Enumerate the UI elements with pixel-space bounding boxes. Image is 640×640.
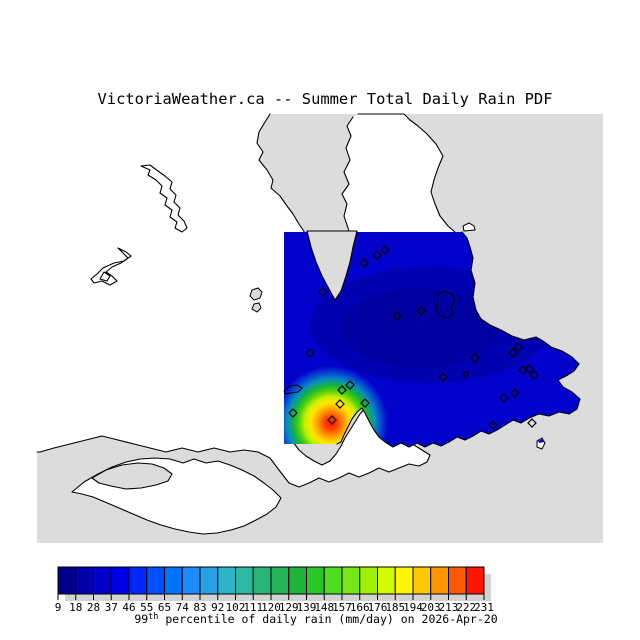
inland-lakes [90,164,263,313]
colorbar-tick-label: 213 [439,601,459,614]
station-diamond [305,348,315,358]
colorbar-segment [394,566,414,595]
colorbar-tick-label: 55 [140,601,153,614]
colorbar-segment [235,566,254,595]
figure-title: VictoriaWeather.ca -- Summer Total Daily… [98,90,553,108]
station-diamond [345,380,355,390]
saanich-peninsula-coastline [341,113,461,241]
station-diamond [318,287,328,297]
station-diamond [513,342,523,352]
station-diamond [529,370,539,380]
colorbar-tick-label: 65 [158,601,171,614]
vancouver-island-landmass [37,114,430,487]
station-diamond [360,398,370,408]
islet-southeast-data-cap [538,439,544,443]
station-diamond [416,306,426,316]
colorbar-tick-label: 194 [403,601,423,614]
station-diamond [335,399,345,409]
station-diamond [392,311,402,321]
colorbar-segment [270,566,290,595]
colorbar-segment [252,566,272,595]
colorbar-segment [128,566,148,595]
colorbar-segment [377,566,396,595]
colorbar-tick-label: 129 [279,601,299,614]
colorbar-tick-label: 157 [332,601,352,614]
lakes-on-data-field [283,290,456,395]
station-diamond [499,393,509,403]
colorbar-tick-label: 111 [243,601,263,614]
colorbar-tick-label: 166 [350,601,370,614]
station-pond-marker [463,371,469,377]
saanich-peninsula-landmass [342,114,460,242]
colorbar-segment [341,566,361,595]
colorbar-tick-label: 83 [193,601,206,614]
colorbar-segment [181,566,201,595]
colorbar-tick-label: 102 [226,601,246,614]
data-field-shade-inner [342,288,498,368]
station-diamond [337,385,347,395]
station-diamond [288,408,298,418]
colorbar-caption: 99th percentile of daily rain (mm/day) o… [134,612,497,626]
station-diamond [510,388,520,398]
colorbar-segment [57,566,77,595]
colorbar-segment [465,566,485,595]
station-diamond [372,250,382,260]
station-diamond [524,364,534,374]
data-field-coastline [336,231,581,448]
colorbar-segment [323,566,343,595]
station-diamond [488,420,498,430]
colorbar-tick-label: 9 [55,601,62,614]
colorbar-segment [146,566,165,595]
colorbar-tick-label: 203 [421,601,441,614]
sooke-south-coastline [36,380,431,488]
colorbar-segment [288,566,307,595]
colorbar-segment [412,566,432,595]
station-diamond [327,415,337,425]
colorbar-tick-label: 185 [385,601,405,614]
colorbar-tick-label: 18 [69,601,82,614]
colorbar-tick-label: 120 [261,601,281,614]
saanich-inlet-tip [306,230,358,301]
colorbar-segment [430,566,449,595]
station-diamond [470,353,480,363]
colorbar-tick-label: 92 [211,601,224,614]
station-diamond [380,245,390,255]
colorbar-segment [359,566,378,595]
station-diamond [438,372,448,382]
colorbar-tick-label: 37 [105,601,118,614]
colorbar-tick-label: 46 [122,601,135,614]
colorbar-segment [93,566,112,595]
colorbar-tick-label: 148 [314,601,334,614]
colorbar-segment [75,566,94,595]
station-diamond [527,418,537,428]
station-diamond [508,348,518,358]
south-landmass-lagoon [91,462,173,490]
colorbar-tick-label: 231 [474,601,494,614]
station-diamond [359,258,369,268]
colorbar-segment [164,566,183,595]
station-markers [288,245,539,430]
colorbar-segment [110,566,130,595]
colorbar-segment [217,566,236,595]
colorbar-tick-label: 74 [176,601,190,614]
colorbar-segment [448,566,467,595]
islet-northeast [462,222,476,232]
map-canvas [36,113,603,543]
colorbar-segment [306,566,325,595]
colorbar: 9 18 28 37 46 55 65 74 83 92 102111120129139148157… [55,566,494,614]
colorbar-tick-label: 176 [368,601,388,614]
colorbar-segment [199,566,219,595]
colorbar-tick-label: 28 [87,601,100,614]
colorbar-tick-label: 222 [456,601,476,614]
colorbar-tick-label: 139 [297,601,317,614]
